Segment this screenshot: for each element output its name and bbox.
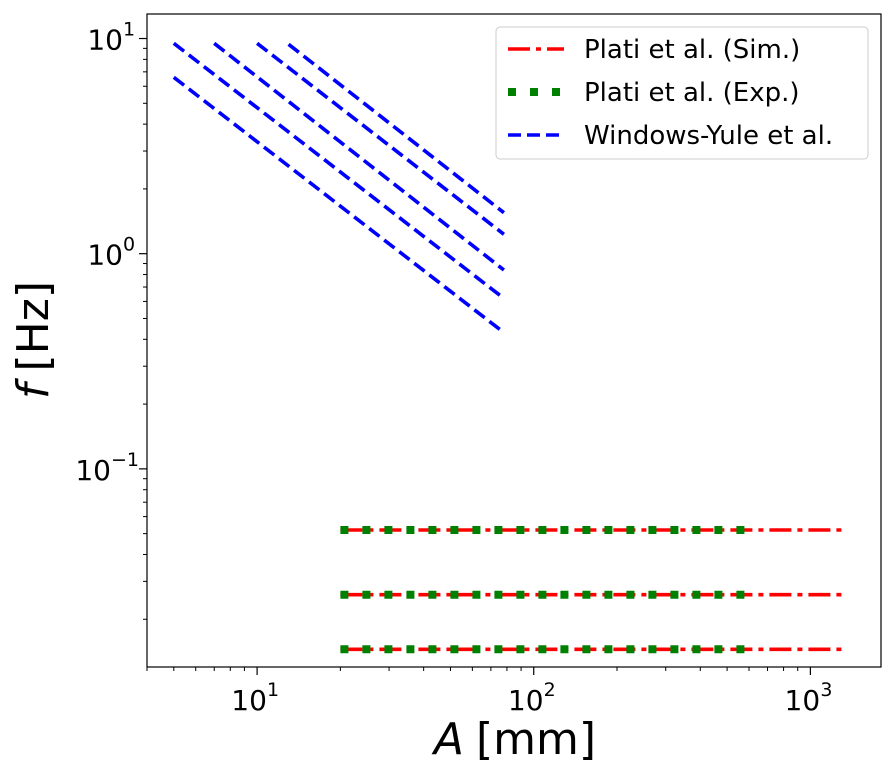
y-axis-label: f[Hz]: [8, 281, 59, 399]
y-tick-exponent: −1: [111, 449, 139, 471]
legend: Plati et al. (Sim.) Plati et al. (Exp.) Wi…: [495, 26, 869, 160]
series-3-line-4: [255, 41, 506, 236]
x-tick-label: 10: [508, 684, 544, 717]
series-1: [340, 528, 842, 652]
plot-area: [172, 41, 842, 654]
x-tick-exponent: 3: [820, 679, 832, 701]
y-tick-label: 10: [87, 239, 123, 272]
legend-label-1: Plati et al. (Sim.): [584, 35, 800, 65]
legend-box: [495, 26, 869, 160]
x-tick-label: 10: [231, 684, 267, 717]
series-2: [340, 526, 745, 654]
ticks: 10 1 10 2 10 310 110 010 −1: [75, 19, 832, 717]
legend-label-2: Plati et al. (Exp.): [584, 78, 800, 108]
y-tick-exponent: 0: [123, 234, 135, 256]
series-3-line-5: [287, 42, 506, 215]
x-tick-exponent: 2: [544, 679, 556, 701]
y-tick-label: 10: [87, 24, 123, 57]
legend-label-3: Windows-Yule et al.: [584, 121, 833, 151]
x-tick-exponent: 1: [267, 679, 279, 701]
series-3-line-3: [213, 41, 506, 272]
series-3: [172, 41, 506, 335]
series-3-line-2: [172, 41, 506, 300]
axes-frame: [146, 13, 882, 668]
y-tick-exponent: 1: [123, 19, 135, 41]
x-axis-label: A [mm]: [431, 714, 596, 765]
series-3-line-1: [172, 75, 506, 335]
x-tick-label: 10: [785, 684, 821, 717]
y-tick-label: 10: [75, 454, 111, 487]
